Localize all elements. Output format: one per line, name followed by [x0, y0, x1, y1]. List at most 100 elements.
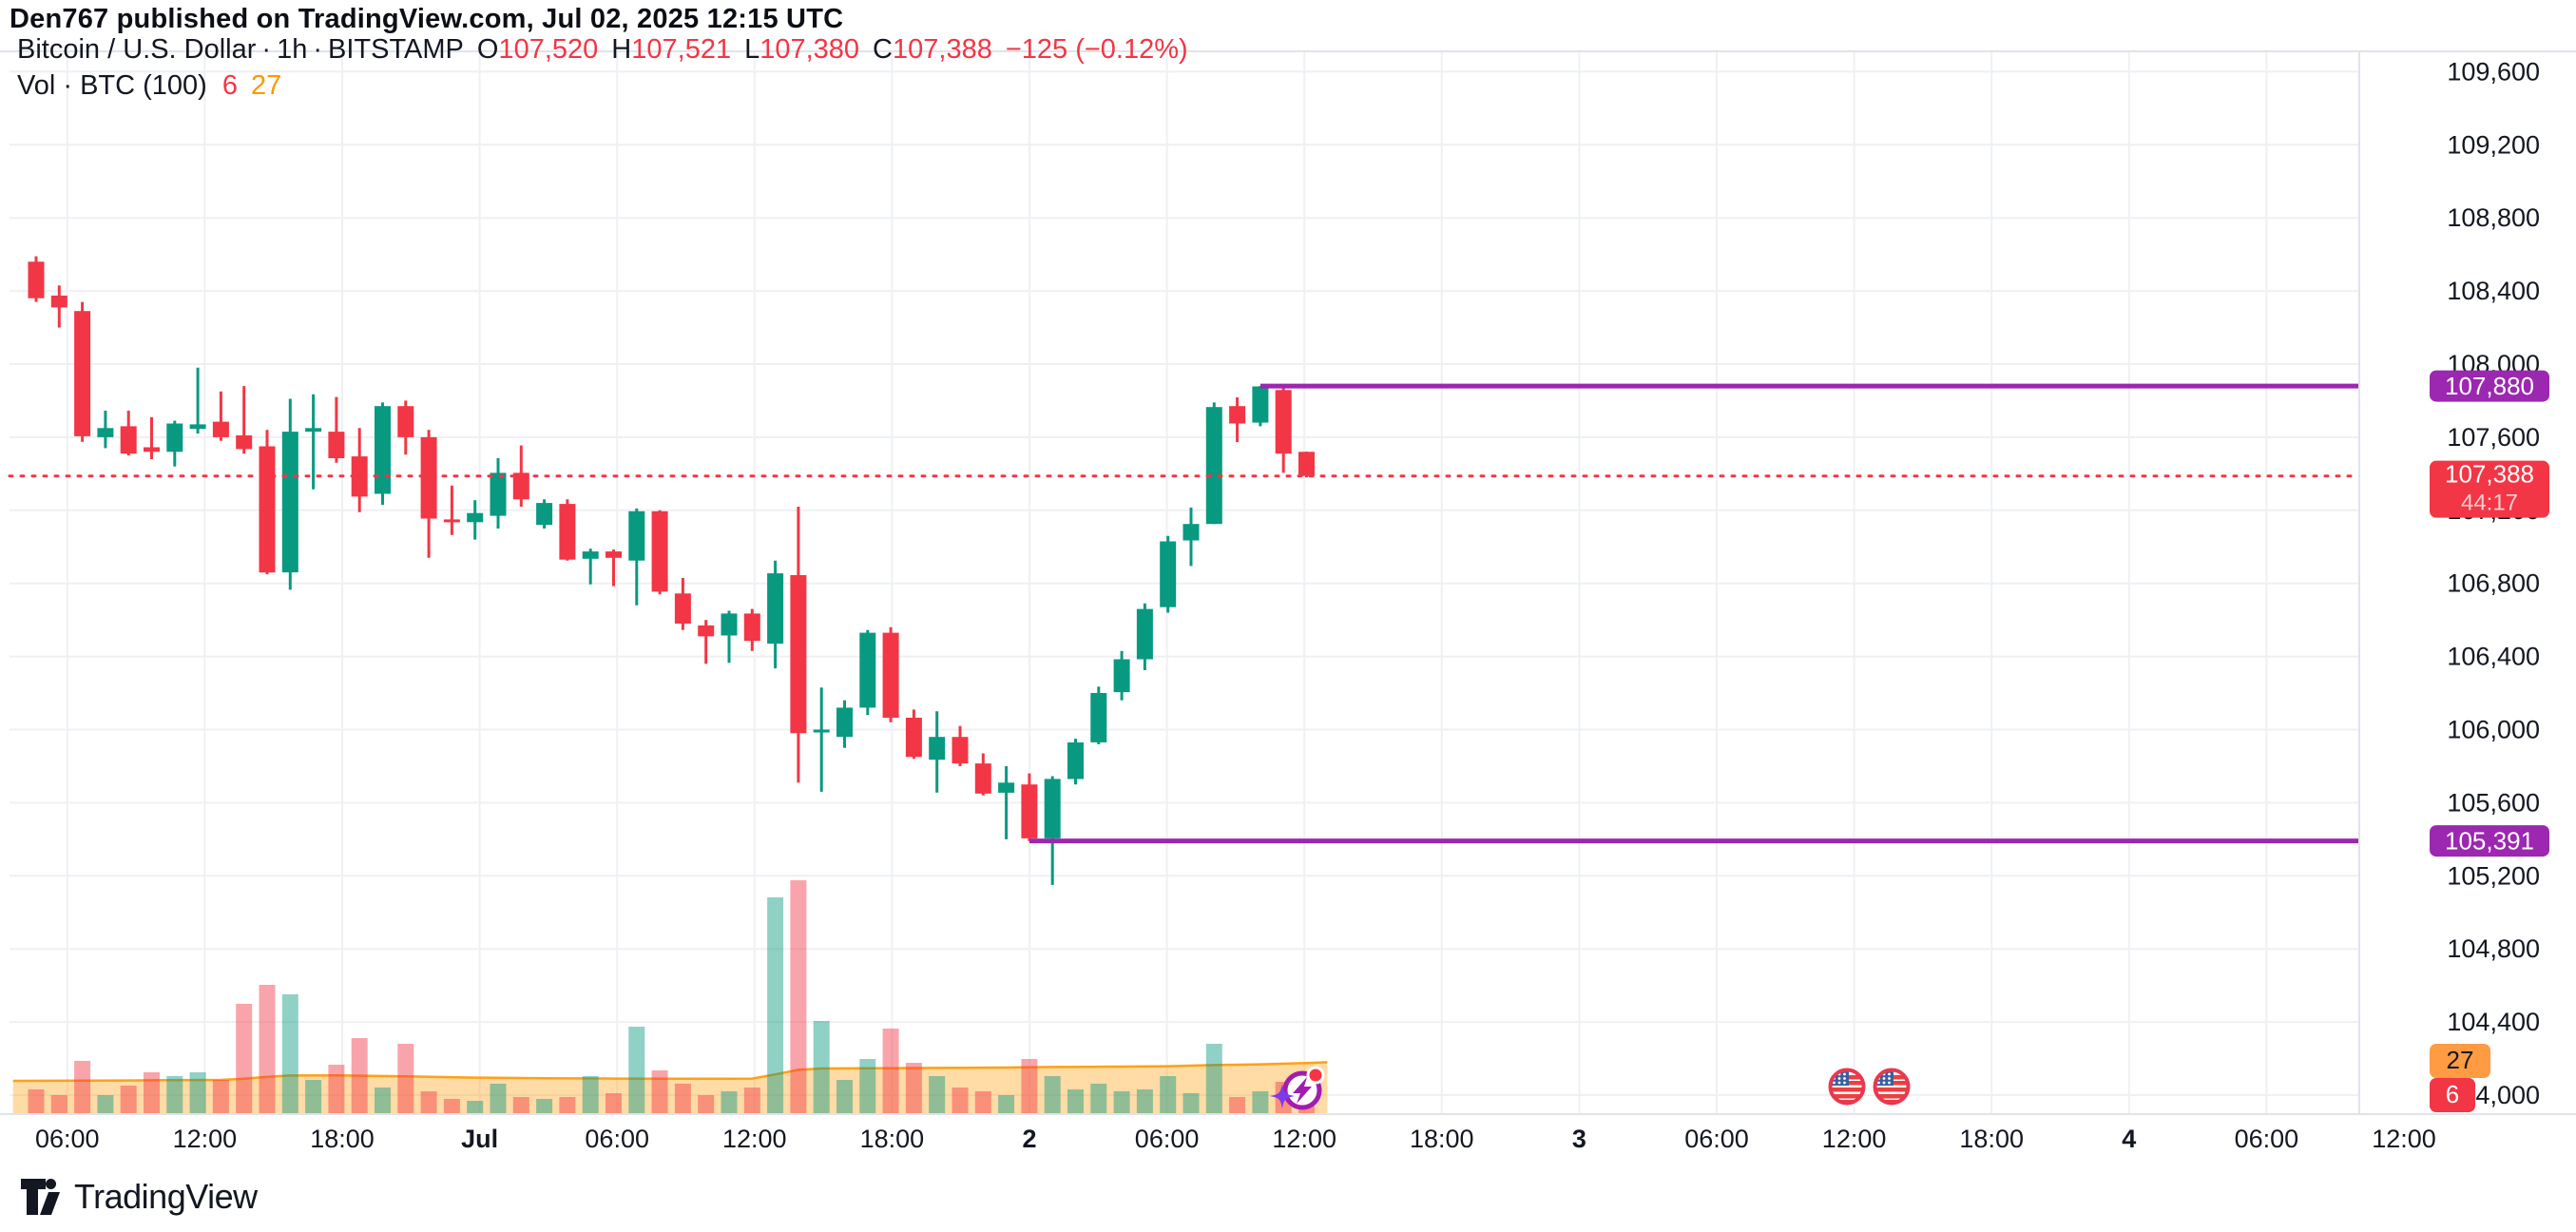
candle-up[interactable] — [1182, 524, 1200, 541]
candle-down[interactable] — [674, 593, 691, 624]
volume-bar[interactable] — [490, 1084, 507, 1114]
candle-up[interactable] — [166, 423, 183, 452]
volume-bar[interactable] — [743, 1088, 760, 1114]
symbol-legend[interactable]: Bitcoin / U.S. Dollar · 1h · BITSTAMP O107,52… — [17, 34, 1188, 66]
candle-down[interactable] — [606, 551, 622, 558]
candle-down[interactable] — [212, 421, 229, 437]
candle-up[interactable] — [767, 573, 784, 645]
candle-down[interactable] — [259, 446, 276, 573]
volume-bar[interactable] — [1205, 1044, 1222, 1114]
candle-up[interactable] — [1136, 608, 1153, 660]
volume-bar[interactable] — [1044, 1076, 1061, 1114]
volume-bar[interactable] — [1229, 1097, 1246, 1114]
candle-up[interactable] — [97, 428, 114, 437]
volume-bar[interactable] — [375, 1088, 391, 1114]
volume-bar[interactable] — [1067, 1089, 1084, 1114]
volume-bar[interactable] — [259, 985, 276, 1114]
candle-up[interactable] — [375, 406, 391, 494]
volume-bar[interactable] — [998, 1095, 1015, 1114]
volume-bar[interactable] — [328, 1065, 345, 1114]
volume-bar[interactable] — [420, 1091, 437, 1114]
us-flag-event-icon[interactable] — [1828, 1068, 1866, 1106]
candle-up[interactable] — [305, 428, 322, 433]
volume-bar[interactable] — [236, 1004, 253, 1114]
volume-bar[interactable] — [952, 1088, 969, 1114]
candle-down[interactable] — [328, 432, 345, 458]
candle-up[interactable] — [1252, 386, 1269, 423]
candle-up[interactable] — [1205, 407, 1222, 525]
time-axis[interactable]: 06:00 12:00 18:00 Jul 06:00 12:00 18:00 2 06:00 1… — [35, 1125, 2436, 1153]
candle-up[interactable] — [281, 432, 298, 573]
volume-bar[interactable] — [1090, 1084, 1107, 1114]
volume-bar[interactable] — [790, 880, 807, 1114]
candle-up[interactable] — [628, 510, 645, 561]
volume-bar[interactable] — [212, 1080, 229, 1114]
candle-up[interactable] — [813, 729, 830, 733]
volume-bar[interactable] — [97, 1095, 114, 1114]
candle-down[interactable] — [28, 261, 45, 298]
candle-down[interactable] — [420, 436, 437, 519]
candle-down[interactable] — [698, 625, 715, 637]
candle-up[interactable] — [929, 737, 946, 760]
volume-bar[interactable] — [674, 1084, 691, 1114]
candle-up[interactable] — [1044, 779, 1061, 838]
volume-bar[interactable] — [28, 1089, 45, 1114]
volume-bar[interactable] — [1182, 1093, 1200, 1114]
candle-up[interactable] — [998, 782, 1015, 793]
volume-bar[interactable] — [536, 1099, 553, 1114]
candle-down[interactable] — [74, 311, 91, 436]
volume-bar[interactable] — [144, 1072, 160, 1114]
volume-bar[interactable] — [281, 994, 298, 1114]
candle-down[interactable] — [651, 510, 668, 592]
tradingview-attribution[interactable]: TradingView — [19, 1177, 258, 1217]
candle-up[interactable] — [1090, 693, 1107, 742]
volume-bar[interactable] — [974, 1091, 991, 1114]
volume-bar[interactable] — [120, 1086, 137, 1114]
volume-bar[interactable] — [1021, 1059, 1038, 1114]
volume-bar[interactable] — [397, 1044, 414, 1114]
volume-bar[interactable] — [512, 1097, 529, 1114]
candle-down[interactable] — [1298, 452, 1315, 476]
volume-bar[interactable] — [1252, 1091, 1269, 1114]
volume-bar[interactable] — [1113, 1091, 1130, 1114]
candle-up[interactable] — [1113, 659, 1130, 693]
candle-up[interactable] — [582, 551, 599, 559]
volume-bar[interactable] — [767, 897, 784, 1114]
candle-up[interactable] — [1067, 742, 1084, 780]
candle-down[interactable] — [50, 295, 67, 308]
volume-bar[interactable] — [166, 1076, 183, 1114]
volume-bar[interactable] — [929, 1076, 946, 1114]
candle-down[interactable] — [559, 504, 576, 560]
candle-down[interactable] — [905, 718, 922, 758]
candle-down[interactable] — [882, 632, 899, 718]
volume-bar[interactable] — [905, 1063, 922, 1114]
candle-up[interactable] — [467, 512, 484, 523]
volume-bar[interactable] — [74, 1061, 91, 1114]
volume-bar[interactable] — [606, 1093, 622, 1114]
candle-down[interactable] — [351, 456, 368, 497]
candle-down[interactable] — [236, 435, 253, 450]
candle-down[interactable] — [974, 763, 991, 794]
us-flag-event-icon[interactable] — [1873, 1068, 1911, 1106]
candle-up[interactable] — [859, 632, 876, 708]
volume-bar[interactable] — [305, 1080, 322, 1114]
candle-up[interactable] — [536, 503, 553, 526]
candles[interactable] — [28, 256, 1316, 885]
volume-bar[interactable] — [813, 1021, 830, 1114]
volume-bar[interactable] — [836, 1080, 853, 1114]
volume-bar[interactable] — [721, 1091, 738, 1114]
volume-bar[interactable] — [467, 1101, 484, 1114]
candle-up[interactable] — [490, 472, 507, 516]
volume-bar[interactable] — [1160, 1076, 1177, 1114]
volume-legend[interactable]: Vol · BTC (100) 6 27 — [17, 70, 281, 102]
volume-bar[interactable] — [1136, 1089, 1153, 1114]
price-axis[interactable]: 109,600109,200108,800108,400108,000107,6… — [2447, 57, 2540, 1109]
candle-down[interactable] — [120, 426, 137, 454]
candle-up[interactable] — [836, 707, 853, 738]
volume-bar[interactable] — [651, 1070, 668, 1114]
volume-bar[interactable] — [628, 1027, 645, 1114]
volume-bar[interactable] — [882, 1029, 899, 1114]
candle-down[interactable] — [144, 447, 160, 452]
volume-bar[interactable] — [859, 1059, 876, 1114]
